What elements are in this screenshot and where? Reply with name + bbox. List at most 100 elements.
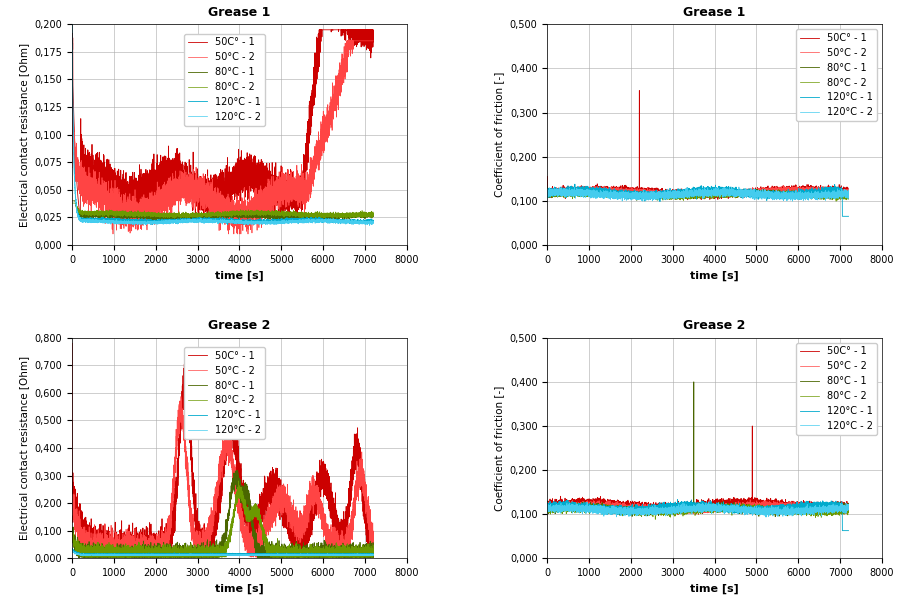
80°C - 2	[744, 186, 755, 193]
120°C - 1	[837, 212, 848, 220]
80°C - 2	[542, 502, 553, 509]
Title: Grease 2: Grease 2	[683, 319, 746, 333]
X-axis label: time [s]: time [s]	[690, 584, 739, 594]
50C° - 1	[634, 87, 644, 94]
80°C - 1	[685, 504, 696, 512]
50C° - 1	[169, 524, 180, 531]
120°C - 2	[644, 189, 655, 197]
120°C - 2	[685, 508, 696, 515]
80°C - 1	[286, 218, 297, 225]
50C° - 1	[169, 168, 180, 175]
80°C - 1	[632, 197, 643, 204]
80°C - 1	[356, 211, 366, 218]
80°C - 2	[831, 510, 842, 518]
120°C - 1	[542, 194, 553, 201]
50°C - 2	[352, 458, 363, 465]
80°C - 1	[67, 527, 77, 535]
80°C - 2	[295, 212, 306, 219]
80°C - 1	[356, 547, 366, 554]
120°C - 1	[222, 221, 233, 228]
Line: 50C° - 1: 50C° - 1	[72, 343, 373, 555]
120°C - 1	[169, 551, 180, 558]
50°C - 2	[352, 37, 363, 44]
Line: 50C° - 1: 50C° - 1	[547, 90, 849, 200]
50C° - 1	[827, 190, 838, 197]
120°C - 1	[770, 503, 781, 510]
50C° - 1	[76, 552, 87, 559]
50C° - 1	[295, 185, 306, 192]
80°C - 1	[295, 214, 306, 222]
Line: 50C° - 1: 50C° - 1	[547, 426, 849, 515]
50°C - 2	[644, 505, 655, 512]
50C° - 1	[770, 186, 781, 193]
50C° - 1	[644, 507, 655, 514]
120°C - 2	[352, 552, 363, 559]
120°C - 2	[169, 551, 180, 558]
50°C - 2	[209, 491, 220, 498]
50C° - 1	[682, 196, 693, 203]
80°C - 1	[67, 197, 77, 205]
80°C - 2	[770, 187, 781, 194]
50C° - 1	[356, 476, 366, 484]
Line: 120°C - 2: 120°C - 2	[547, 187, 849, 201]
80°C - 1	[542, 497, 553, 504]
80°C - 1	[843, 191, 854, 198]
80°C - 1	[209, 211, 220, 219]
Legend: 50C° - 1, 50°C - 2, 80°C - 1, 80°C - 2, 120°C - 1, 120°C - 2: 50C° - 1, 50°C - 2, 80°C - 1, 80°C - 2, …	[796, 342, 878, 435]
120°C - 1	[67, 545, 77, 552]
120°C - 1	[169, 216, 180, 223]
120°C - 2	[703, 498, 714, 506]
120°C - 2	[762, 193, 773, 200]
80°C - 2	[831, 198, 842, 205]
120°C - 1	[570, 180, 580, 188]
50°C - 2	[341, 37, 352, 44]
50°C - 2	[685, 191, 696, 198]
50°C - 2	[67, 500, 77, 507]
80°C - 2	[368, 551, 379, 558]
80°C - 2	[762, 505, 773, 512]
X-axis label: time [s]: time [s]	[690, 270, 739, 280]
120°C - 2	[67, 41, 77, 48]
120°C - 1	[831, 500, 842, 507]
80°C - 1	[209, 554, 220, 561]
120°C - 1	[762, 193, 773, 200]
50°C - 2	[368, 37, 379, 44]
50°C - 2	[169, 469, 180, 476]
120°C - 2	[287, 551, 298, 558]
80°C - 1	[169, 546, 180, 553]
120°C - 2	[209, 551, 220, 558]
120°C - 2	[843, 188, 854, 195]
80°C - 2	[762, 189, 773, 197]
80°C - 1	[73, 554, 84, 561]
120°C - 1	[843, 212, 854, 220]
80°C - 2	[770, 504, 781, 511]
50C° - 1	[209, 515, 220, 522]
120°C - 1	[831, 186, 842, 193]
50°C - 2	[762, 185, 773, 192]
Line: 120°C - 2: 120°C - 2	[72, 551, 373, 556]
80°C - 2	[685, 508, 696, 515]
120°C - 2	[734, 183, 744, 191]
Line: 80°C - 1: 80°C - 1	[72, 201, 373, 222]
120°C - 2	[197, 552, 208, 560]
50°C - 2	[79, 554, 90, 561]
120°C - 2	[770, 507, 781, 515]
120°C - 1	[295, 218, 306, 225]
50C° - 1	[287, 188, 298, 195]
80°C - 1	[644, 509, 655, 517]
Line: 80°C - 1: 80°C - 1	[547, 188, 849, 200]
Line: 50°C - 2: 50°C - 2	[72, 41, 373, 234]
120°C - 2	[295, 218, 306, 225]
50°C - 2	[654, 511, 665, 518]
80°C - 1	[287, 212, 298, 219]
120°C - 2	[356, 552, 366, 559]
80°C - 2	[650, 516, 661, 523]
120°C - 1	[352, 551, 363, 558]
Title: Grease 1: Grease 1	[208, 6, 271, 19]
50C° - 1	[843, 502, 854, 509]
80°C - 2	[352, 550, 363, 557]
120°C - 1	[209, 215, 220, 222]
120°C - 2	[542, 509, 553, 516]
Line: 80°C - 1: 80°C - 1	[72, 470, 373, 558]
Line: 50C° - 1: 50C° - 1	[72, 30, 373, 220]
